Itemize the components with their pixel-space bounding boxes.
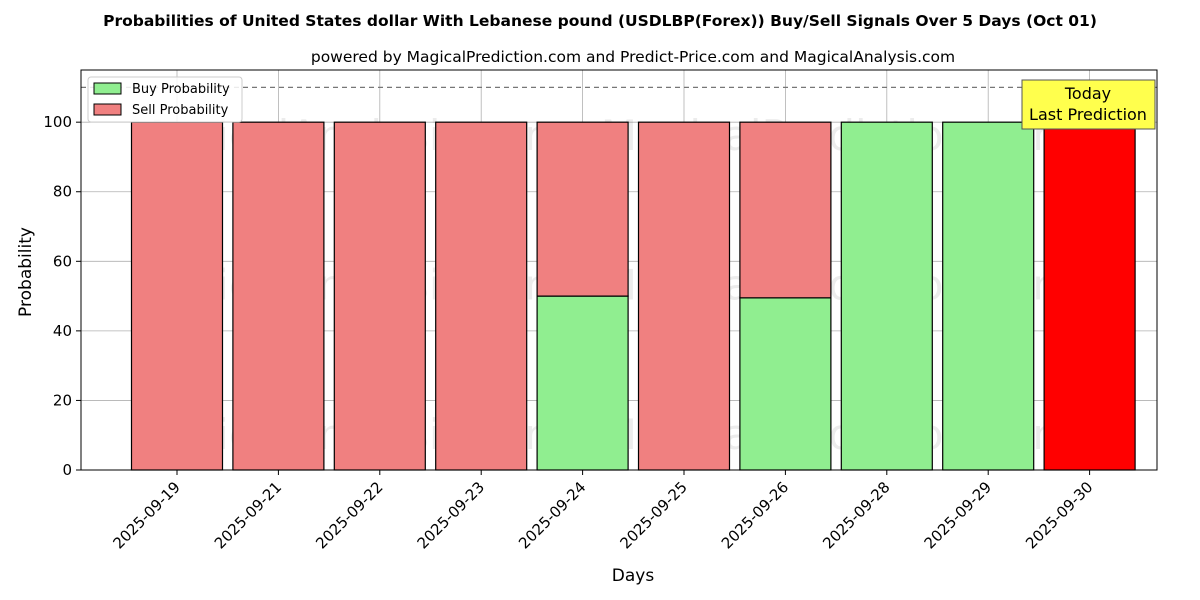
bars	[130, 121, 1136, 471]
y-tick-label: 60	[53, 252, 72, 270]
chart-subtitle: powered by MagicalPrediction.com and Pre…	[311, 48, 955, 66]
plot-area	[80, 69, 1158, 471]
y-tick-label: 0	[62, 461, 72, 479]
legend-label-sell: Sell Probability	[132, 103, 229, 118]
bar-sell	[536, 121, 629, 297]
y-axis-label: Probability	[16, 227, 36, 317]
x-axis-label: Days	[612, 566, 655, 586]
y-tick-label: 40	[53, 322, 72, 340]
x-tick-label: 2025-09-25	[616, 478, 690, 552]
x-tick-label: 2025-09-22	[312, 478, 386, 552]
bar-sell	[130, 121, 224, 471]
bar-sell	[333, 121, 426, 471]
bar-sell	[739, 121, 832, 299]
bar-buy	[536, 295, 629, 471]
legend-swatch-sell	[93, 103, 122, 116]
y-axis: 0 20 40 60 80 100	[43, 113, 81, 479]
x-tick-label: 2025-09-29	[921, 478, 995, 552]
chart-title: Probabilities of United States dollar Wi…	[103, 12, 1097, 30]
legend-frame	[87, 76, 243, 123]
y-tick-label: 100	[43, 113, 72, 131]
x-tick-label: 2025-09-30	[1022, 478, 1096, 552]
x-tick-label: 2025-09-23	[414, 478, 488, 552]
today-annotation: Today Last Prediction	[1021, 79, 1156, 130]
bar-buy	[840, 121, 933, 471]
legend-label-buy: Buy Probability	[132, 82, 230, 97]
bar-sell	[637, 121, 731, 471]
x-tick-label: 2025-09-28	[819, 478, 893, 552]
y-tick-label: 20	[53, 391, 72, 409]
bar-sell	[1043, 121, 1136, 471]
x-tick-label: 2025-09-21	[211, 478, 285, 552]
bar-buy	[739, 297, 832, 471]
bar-sell	[232, 121, 325, 471]
x-tick-label: 2025-09-19	[109, 478, 183, 552]
today-annotation-box	[1021, 79, 1156, 130]
bar-buy	[942, 121, 1035, 471]
legend: Buy Probability Sell Probability	[87, 76, 243, 123]
legend-swatch-buy	[93, 82, 122, 95]
y-tick-label: 80	[53, 183, 72, 201]
x-axis: 2025-09-19 2025-09-21 2025-09-22 2025-09-23…	[109, 470, 1096, 552]
x-tick-label: 2025-09-24	[515, 478, 589, 552]
x-tick-label: 2025-09-26	[718, 478, 792, 552]
bar-sell	[435, 121, 528, 471]
today-annotation-line1: Today	[1064, 84, 1111, 103]
today-annotation-line2: Last Prediction	[1029, 105, 1147, 124]
